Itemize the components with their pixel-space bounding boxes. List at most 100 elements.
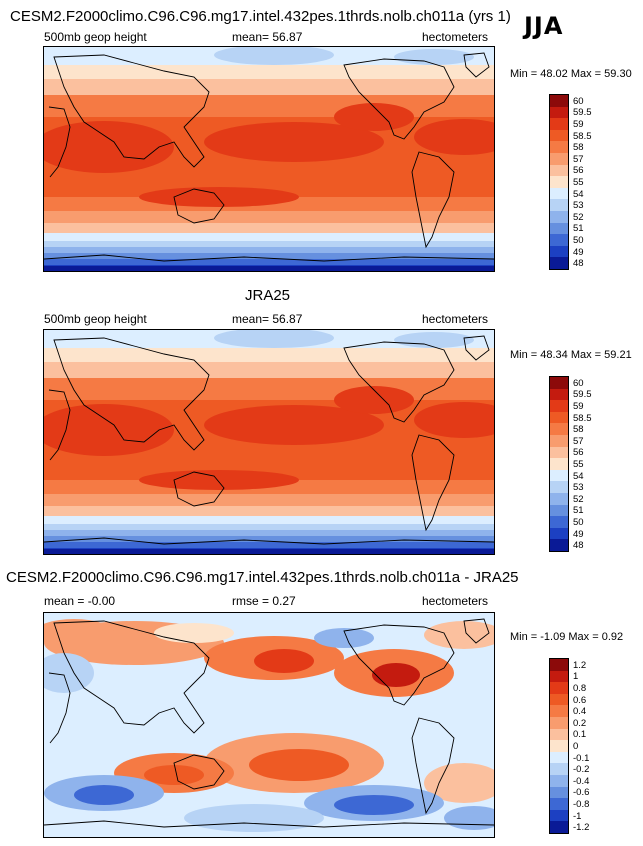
colorbar-tick-label: 50 (573, 235, 584, 246)
colorbar-swatch (550, 798, 568, 810)
colorbar-swatch (550, 129, 568, 142)
colorbar-swatch (550, 763, 568, 775)
colorbar-swatch (550, 716, 568, 729)
colorbar-swatch (550, 257, 568, 269)
panel2-variable-label: 500mb geop height (44, 312, 147, 326)
coastline (463, 52, 490, 78)
colorbar-tick-label: 0.4 (573, 706, 587, 718)
contour-band (44, 506, 494, 516)
panel3-title: CESM2.F2000climo.C96.C96.mg17.intel.432p… (6, 569, 519, 586)
season-label: JJA (524, 12, 564, 40)
contour-high (44, 404, 174, 456)
colorbar-swatch (550, 187, 568, 200)
contour-blob (314, 628, 374, 648)
colorbar-swatch (550, 705, 568, 717)
contour-band (44, 233, 494, 241)
colorbar-tick-label: -0.4 (573, 775, 590, 787)
colorbar-tick-label: 0.2 (573, 717, 587, 729)
contour-band (44, 530, 494, 536)
panel3-rmse-label: rmse = 0.27 (232, 594, 296, 608)
contour-band (44, 536, 494, 542)
panel1-variable-label: 500mb geop height (44, 30, 147, 44)
colorbar-swatch (550, 152, 568, 165)
colorbar-tick-label: 51 (573, 505, 584, 517)
colorbar-swatch (550, 388, 568, 401)
colorbar-tick-label: 56 (573, 165, 584, 177)
colorbar-swatch (550, 740, 568, 752)
coastline (343, 624, 455, 706)
colorbar-tick-label: 54 (573, 188, 584, 200)
colorbar-swatch (550, 400, 568, 412)
panel2-title: JRA25 (245, 287, 291, 304)
panel3-units-label: hectometers (422, 594, 489, 608)
contour-low (394, 332, 474, 348)
contour-band (44, 348, 494, 362)
coastline (48, 672, 71, 744)
contour-band (44, 65, 494, 79)
panel1-map (43, 46, 495, 272)
contour-band (44, 549, 494, 554)
colorbar-swatch (550, 481, 568, 493)
colorbar-swatch (550, 423, 568, 435)
contour-high (334, 103, 414, 131)
coastline (463, 335, 490, 361)
contour-band (44, 362, 494, 378)
colorbar-swatch (550, 786, 568, 799)
contour-blob (424, 763, 494, 803)
contour-high (139, 470, 299, 490)
coastline (48, 389, 71, 461)
colorbar-swatch (550, 693, 568, 706)
colorbar-swatch (550, 774, 568, 787)
colorbar-tick-label: 58 (573, 424, 584, 436)
coastline (411, 151, 455, 249)
colorbar-swatch (550, 728, 568, 741)
colorbar-tick-label: 0.8 (573, 683, 587, 694)
colorbar-swatch (550, 377, 568, 389)
colorbar-swatch (550, 516, 568, 528)
contour-band (44, 79, 494, 95)
contour-low (214, 47, 334, 65)
coastline (343, 58, 455, 140)
colorbar-swatch (550, 164, 568, 177)
colorbar-tick-label: 58 (573, 142, 584, 154)
colorbar-tick-label: 59.5 (573, 107, 592, 119)
colorbar-tick-label: 50 (573, 517, 584, 528)
colorbar-swatch (550, 821, 568, 833)
colorbar-tick-label: 60 (573, 377, 584, 389)
contour-band (44, 266, 494, 271)
colorbar-tick-label: -0.6 (573, 787, 590, 799)
panel1-mean-label: mean= 56.87 (232, 30, 303, 44)
coastline (44, 820, 494, 828)
colorbar-swatch (550, 95, 568, 107)
contour-high (204, 405, 384, 445)
colorbar-tick-label: 0 (573, 741, 579, 752)
colorbar-swatch (550, 434, 568, 447)
colorbar-tick-label: 55 (573, 177, 584, 188)
contour-band (44, 524, 494, 530)
contour-blob (44, 653, 94, 693)
colorbar-tick-label: 48 (573, 258, 584, 270)
colorbar-tick-label: -1 (573, 810, 582, 822)
contour-band (44, 542, 494, 548)
contour-blob (44, 619, 114, 647)
colorbar-tick-label: 0.6 (573, 694, 587, 706)
colorbar-tick-label: -1.2 (573, 822, 590, 834)
colorbar-swatch (550, 411, 568, 424)
colorbar-swatch (550, 446, 568, 459)
contour-band (44, 253, 494, 259)
contour-blob (74, 785, 134, 805)
contour-band (44, 241, 494, 247)
coastline (411, 717, 455, 815)
colorbar-swatch (550, 527, 568, 540)
panel2-colorbar (549, 376, 569, 552)
panel2-units-label: hectometers (422, 312, 489, 326)
contour-blob (249, 749, 349, 781)
colorbar-swatch (550, 492, 568, 505)
coastline (48, 106, 71, 178)
colorbar-tick-label: 54 (573, 470, 584, 482)
colorbar-swatch (550, 118, 568, 130)
colorbar-swatch (550, 809, 568, 822)
colorbar-tick-label: 53 (573, 200, 584, 212)
contour-high (414, 402, 494, 438)
colorbar-swatch (550, 210, 568, 223)
